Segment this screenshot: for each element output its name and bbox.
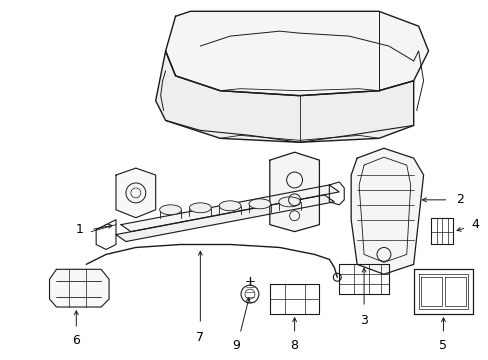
- Ellipse shape: [219, 201, 241, 211]
- Polygon shape: [116, 195, 334, 242]
- Polygon shape: [121, 185, 339, 231]
- Text: 3: 3: [359, 314, 367, 327]
- Text: 5: 5: [439, 339, 447, 352]
- Text: 2: 2: [455, 193, 463, 206]
- Polygon shape: [49, 269, 109, 307]
- Ellipse shape: [278, 197, 300, 207]
- Ellipse shape: [248, 199, 270, 209]
- Text: 9: 9: [232, 339, 240, 352]
- Text: 4: 4: [470, 218, 478, 231]
- Polygon shape: [116, 168, 155, 218]
- Polygon shape: [155, 51, 413, 142]
- Text: 7: 7: [196, 331, 204, 344]
- Polygon shape: [269, 152, 319, 231]
- Polygon shape: [165, 11, 427, 96]
- Text: 1: 1: [75, 223, 83, 236]
- Text: 6: 6: [72, 334, 80, 347]
- Polygon shape: [350, 148, 423, 274]
- Ellipse shape: [160, 205, 181, 215]
- Ellipse shape: [189, 203, 211, 213]
- Text: 8: 8: [290, 339, 298, 352]
